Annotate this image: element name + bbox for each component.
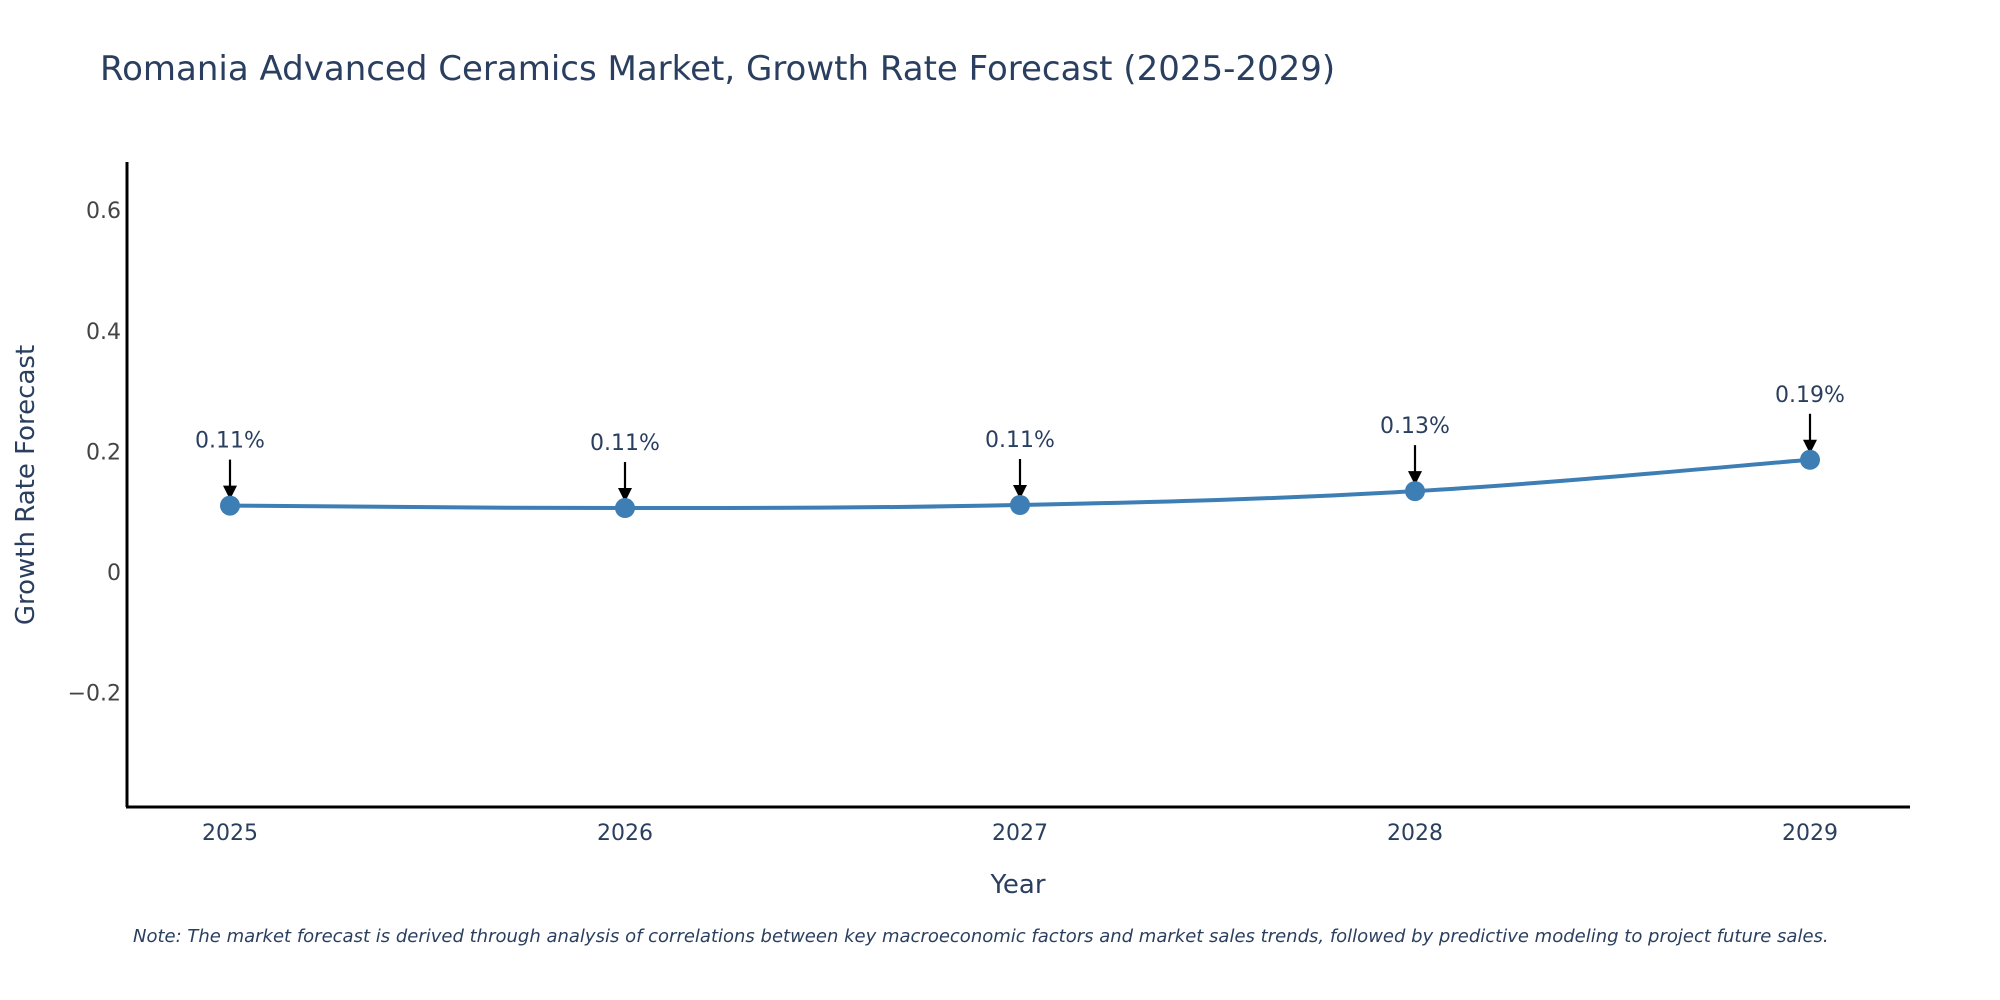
data-label: 0.13% xyxy=(1380,414,1450,439)
x-tick-label: 2029 xyxy=(1782,821,1838,846)
y-tick-label: 0 xyxy=(107,561,121,586)
data-point xyxy=(1010,494,1030,515)
data-label: 0.11% xyxy=(195,429,265,454)
y-tick-label: −0.2 xyxy=(68,681,121,706)
annotation-arrow-head xyxy=(1803,439,1817,454)
chart-title: Romania Advanced Ceramics Market, Growth… xyxy=(100,49,1335,89)
x-axis-ticks: 2025 2026 2027 2028 2029 xyxy=(202,821,1838,846)
data-annotations: 0.11% 0.11% 0.11% 0.13% 0.19% xyxy=(195,383,1845,503)
data-point xyxy=(220,495,240,516)
y-tick-label: 0.4 xyxy=(86,320,121,345)
y-tick-label: 0.2 xyxy=(86,440,121,465)
x-tick-label: 2026 xyxy=(597,821,653,846)
data-label: 0.11% xyxy=(985,428,1055,453)
annotation-arrow-head xyxy=(1408,471,1422,486)
data-markers xyxy=(220,449,1820,519)
chart-note: Note: The market forecast is derived thr… xyxy=(133,926,1829,947)
data-point xyxy=(615,498,635,519)
annotation-arrow-head xyxy=(1013,484,1027,499)
x-tick-label: 2025 xyxy=(202,821,258,846)
x-tick-label: 2028 xyxy=(1387,821,1443,846)
data-point xyxy=(1405,481,1425,502)
data-point xyxy=(1800,449,1820,470)
y-tick-label: 0.6 xyxy=(86,199,121,224)
x-tick-label: 2027 xyxy=(992,821,1048,846)
y-axis-ticks: 0.6 0.4 0.2 0 −0.2 xyxy=(68,199,121,706)
annotation-arrow-head xyxy=(223,485,237,500)
data-label: 0.19% xyxy=(1775,383,1845,408)
y-axis-title: Growth Rate Forecast xyxy=(11,345,41,625)
data-label: 0.11% xyxy=(590,431,660,456)
annotation-arrow-head xyxy=(618,488,632,503)
x-axis-title: Year xyxy=(989,870,1045,900)
